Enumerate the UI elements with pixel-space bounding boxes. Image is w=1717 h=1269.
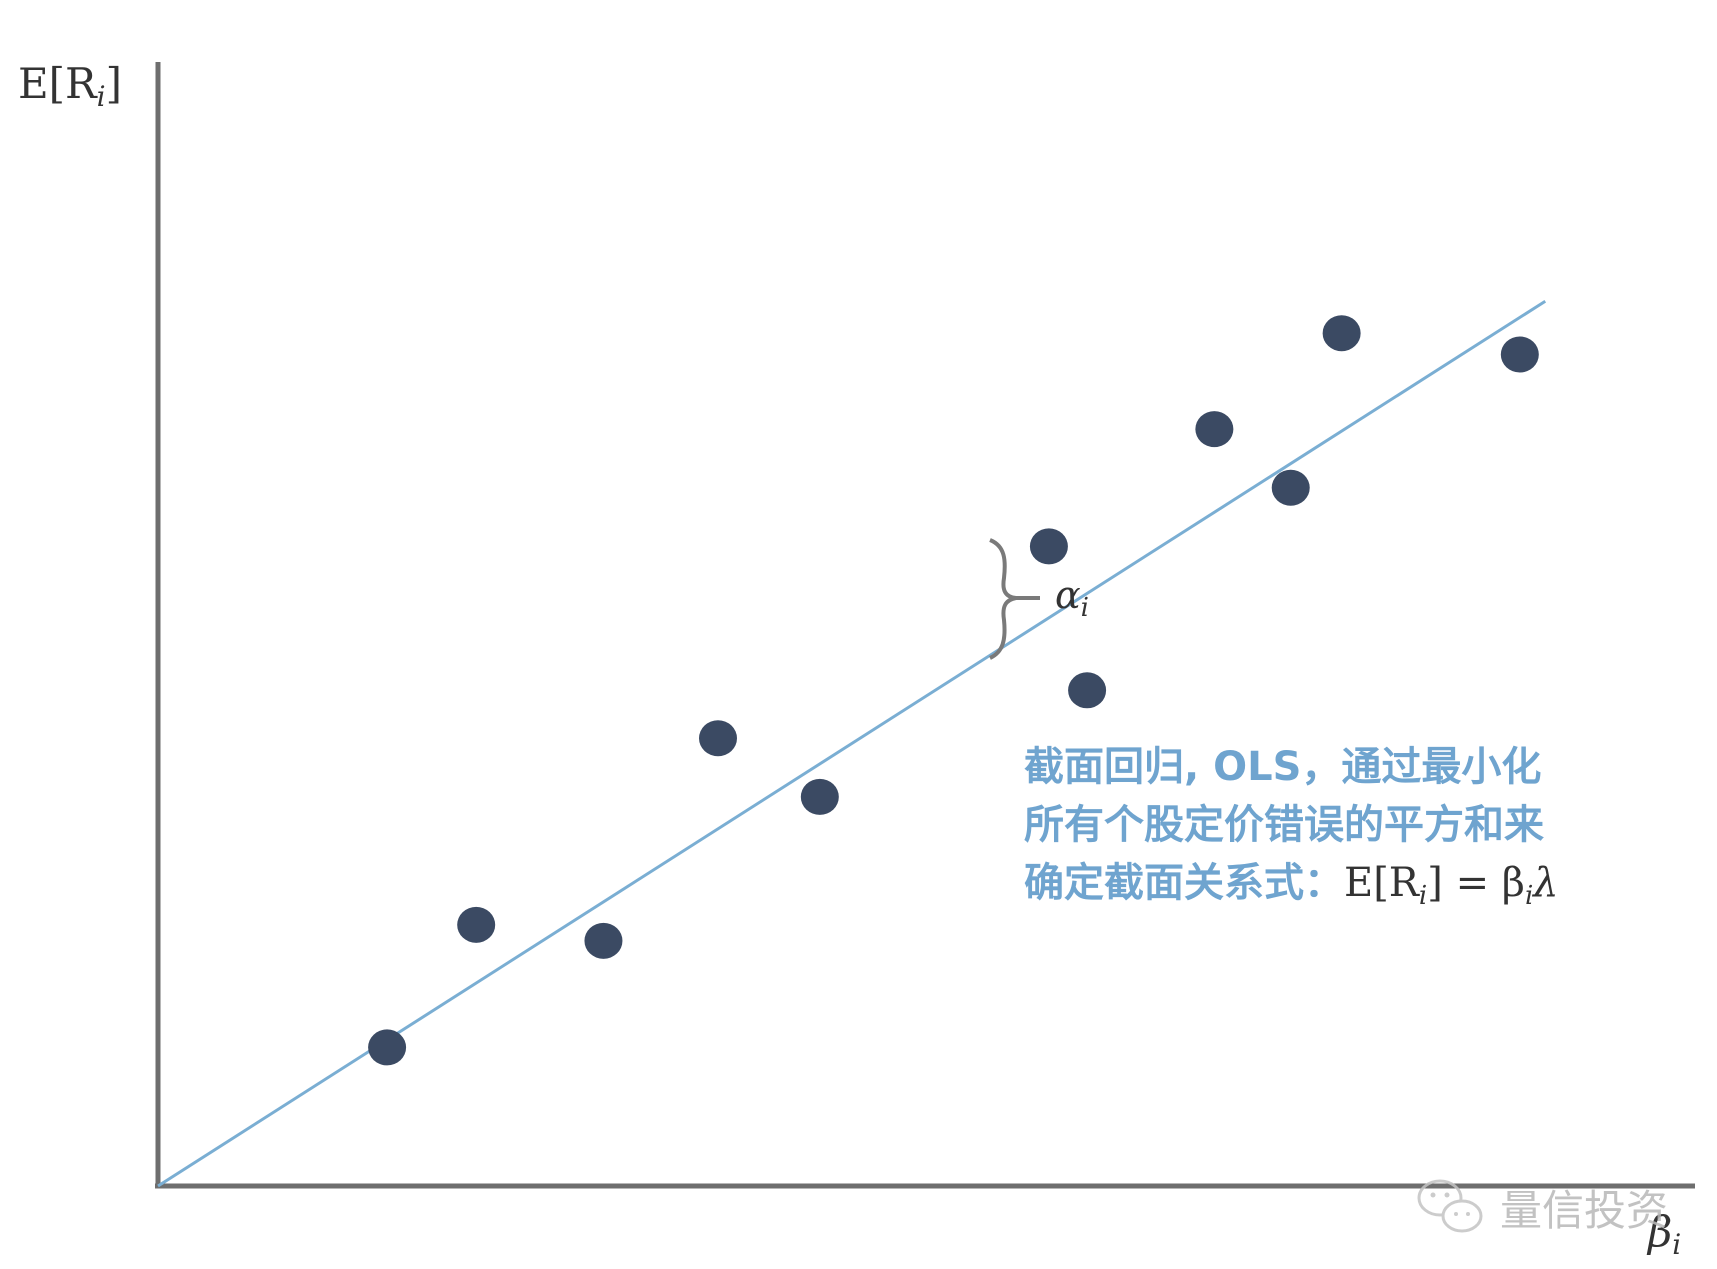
equation-lambda: λ xyxy=(1531,860,1558,906)
watermark-text: 量信投资 xyxy=(1500,1186,1668,1235)
equation-lhs: E[R xyxy=(1344,860,1421,906)
watermark: 量信投资 xyxy=(1417,1179,1668,1235)
data-point-6 xyxy=(1029,528,1068,565)
y-axis-label: E[Ri] xyxy=(18,59,122,113)
data-point-5 xyxy=(800,778,839,815)
equation-sub-i: i xyxy=(1419,881,1427,911)
wechat-icon xyxy=(1417,1179,1483,1233)
equation-sub-i-2: i xyxy=(1525,881,1533,911)
data-point-11 xyxy=(1500,336,1539,373)
alpha-label: αi xyxy=(1055,573,1089,623)
data-point-3 xyxy=(584,922,623,959)
data-point-1 xyxy=(368,1029,407,1066)
data-point-4 xyxy=(699,720,737,757)
annotation-line-3: 确定截面关系式：E[Ri] = βiλ xyxy=(1024,860,1559,911)
data-points xyxy=(368,315,1539,1066)
x-axis-label: βi xyxy=(1646,1207,1681,1261)
annotation-line-3-text: 确定截面关系式： xyxy=(1024,860,1344,906)
data-point-8 xyxy=(1195,411,1234,448)
data-point-9 xyxy=(1271,469,1310,506)
equation-mid: ] = β xyxy=(1427,860,1525,906)
data-point-2 xyxy=(457,906,496,943)
data-point-7 xyxy=(1068,672,1107,709)
annotation-line-1: 截面回归, OLS，通过最小化 xyxy=(1024,744,1541,790)
annotation-line-2: 所有个股定价错误的平方和来 xyxy=(1024,802,1544,848)
data-point-10 xyxy=(1322,315,1361,352)
